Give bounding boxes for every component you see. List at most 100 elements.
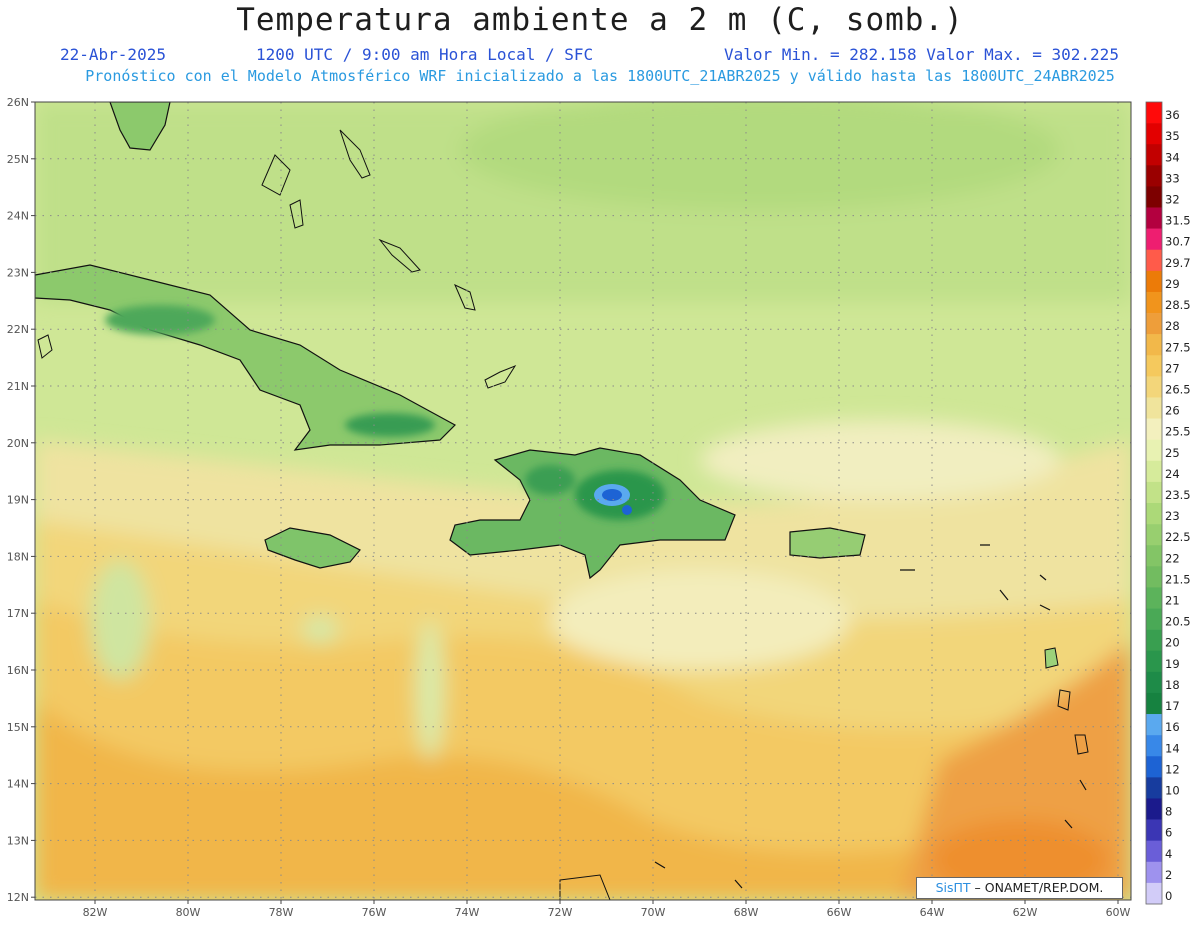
colorbar-label: 24 [1165,467,1180,481]
lon-label: 62W [1013,906,1038,919]
lon-label: 70W [641,906,666,919]
lat-label: 20N [7,437,29,450]
colorbar-label: 0 [1165,889,1172,903]
lon-label: 76W [362,906,387,919]
lat-label: 21N [7,380,29,393]
colorbar-label: 2 [1165,868,1172,882]
lat-label: 25N [7,153,29,166]
colorbar-label: 23.5 [1165,488,1191,502]
colorbar-swatch [1146,270,1162,293]
colorbar-swatch [1146,228,1162,251]
colorbar-swatch [1146,123,1162,145]
colorbar-label: 28 [1165,319,1180,333]
forecast-date: 22-Abr-2025 [60,45,166,64]
colorbar-label: 36 [1165,108,1180,122]
colorbar-label: 12 [1165,762,1180,776]
jamaica [264,527,361,569]
colorbar-label: 31.5 [1165,214,1191,228]
colorbar-swatch [1146,207,1162,229]
lon-label: 72W [548,906,573,919]
colorbar-label: 18 [1165,678,1180,692]
colorbar-label: 23 [1165,509,1180,523]
colorbar-swatch [1146,545,1162,567]
colorbar-label: 19 [1165,657,1180,671]
lat-label: 16N [7,664,29,677]
lat-label: 22N [7,323,29,336]
colorbar-label: 16 [1165,720,1180,734]
lon-label: 64W [920,906,945,919]
forecast-time: 1200 UTC / 9:00 am Hora Local / SFC [256,45,594,64]
lon-label: 66W [827,906,852,919]
colorbar-swatch [1146,840,1162,863]
lon-label: 60W [1106,906,1131,919]
colorbar-swatch [1146,692,1162,715]
colorbar-swatch [1146,144,1162,166]
lat-label: 26N [7,96,29,109]
colorbar-label: 20.5 [1165,615,1191,629]
puerto-rico [789,527,866,559]
colorbar-swatch [1146,460,1162,483]
colorbar-label: 34 [1165,150,1180,164]
colorbar-swatch [1146,671,1162,694]
colorbar-label: 32 [1165,193,1180,207]
colorbar-label: 4 [1165,847,1172,861]
colorbar-swatch [1146,102,1162,124]
colorbar-label: 27 [1165,361,1180,375]
colorbar-swatch [1146,503,1162,525]
lon-label: 80W [176,906,201,919]
map-field [35,102,1131,900]
min-max-values: Valor Min. = 282.158 Valor Max. = 302.22… [724,45,1119,64]
colorbar: 363534333231.530.729.72928.52827.52726.5… [1145,101,1191,905]
lon-label: 74W [455,906,480,919]
colorbar-label: 35 [1165,129,1180,143]
colorbar-label: 25 [1165,446,1180,460]
colorbar-swatch [1146,650,1162,673]
colorbar-swatch [1146,524,1162,546]
colorbar-swatch [1146,861,1162,884]
colorbar-label: 17 [1165,699,1180,713]
lat-label: 14N [7,778,29,791]
lat-label: 17N [7,607,29,620]
colorbar-label: 10 [1165,783,1180,797]
colorbar-swatch [1146,777,1162,799]
colorbar-swatch [1146,481,1162,504]
colorbar-label: 33 [1165,171,1180,185]
colorbar-label: 30.7 [1165,235,1191,249]
colorbar-swatch [1146,439,1162,462]
colorbar-swatch [1146,882,1162,905]
map-frame [34,101,1132,901]
colorbar-swatch [1146,608,1162,630]
colorbar-label: 21 [1165,594,1180,608]
colorbar-label: 22.5 [1165,530,1191,544]
colorbar-label: 6 [1165,826,1172,840]
colorbar-swatch [1146,418,1162,440]
lat-label: 24N [7,210,29,223]
colorbar-swatch [1146,714,1162,736]
colorbar-swatch [1146,629,1162,652]
credit-text: – ONAMET/REP.DOM. [974,880,1104,895]
colorbar-label: 25.5 [1165,425,1191,439]
colorbar-swatch [1146,355,1162,377]
colorbar-swatch [1146,756,1162,778]
colorbar-label: 28.5 [1165,298,1191,312]
colorbar-label: 14 [1165,741,1180,755]
longitude-axis: 82W 80W 78W 76W 74W 72W 70W 68W 66W 64W 62W 60W [83,900,1131,919]
florida [109,102,171,151]
colorbar-swatch [1146,291,1162,314]
lon-label: 68W [734,906,759,919]
colorbar-swatch [1146,313,1162,335]
colorbar-swatch [1146,165,1162,187]
lat-label: 13N [7,834,29,847]
lat-label: 12N [7,891,29,904]
islands [35,102,1089,900]
colorbar-label: 21.5 [1165,572,1191,586]
colorbar-swatch [1146,735,1162,757]
colorbar-frame [1145,101,1163,905]
latitude-axis: 26N 25N 24N 23N 22N 21N 20N 19N 18N 17N 16N 15N 14N 1… [7,96,35,904]
colorbar-swatch [1146,376,1162,398]
colorbar-label: 22 [1165,551,1180,565]
colorbar-label: 26.5 [1165,382,1191,396]
lon-label: 82W [83,906,108,919]
colorbar-label: 8 [1165,805,1172,819]
